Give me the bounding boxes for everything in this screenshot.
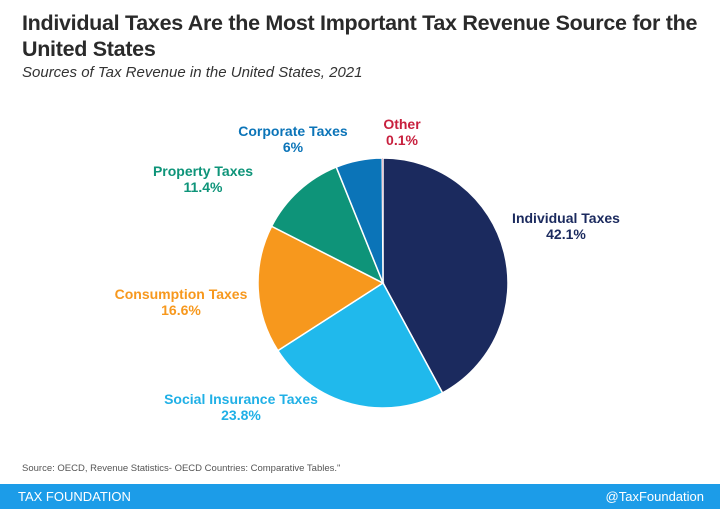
label-individual: Individual Taxes 42.1% <box>512 210 620 242</box>
pie-slice-social-insurance-taxes <box>276 281 444 409</box>
pie-slice-consumption-taxes <box>257 225 385 352</box>
label-property: Property Taxes 11.4% <box>152 163 254 195</box>
label-corporate: Corporate Taxes 6% <box>238 123 348 155</box>
chart-subtitle: Sources of Tax Revenue in the United Sta… <box>22 64 363 81</box>
label-consumption: Consumption Taxes 16.6% <box>114 286 248 318</box>
label-other: Other 0.1% <box>383 116 421 148</box>
footer-brand: TAX FOUNDATION <box>18 489 131 504</box>
footer-handle[interactable]: @TaxFoundation <box>605 489 704 504</box>
source-note: Source: OECD, Revenue Statistics- OECD C… <box>22 463 341 474</box>
pie-slice-individual-taxes <box>382 157 509 394</box>
pie-slice-property-taxes <box>270 166 385 285</box>
chart-title: Individual Taxes Are the Most Important … <box>22 11 698 61</box>
footer-bar: TAX FOUNDATION @TaxFoundation <box>0 484 720 509</box>
pie-slice-other <box>381 157 384 284</box>
label-social-insurance: Social Insurance Taxes 23.8% <box>164 391 318 423</box>
